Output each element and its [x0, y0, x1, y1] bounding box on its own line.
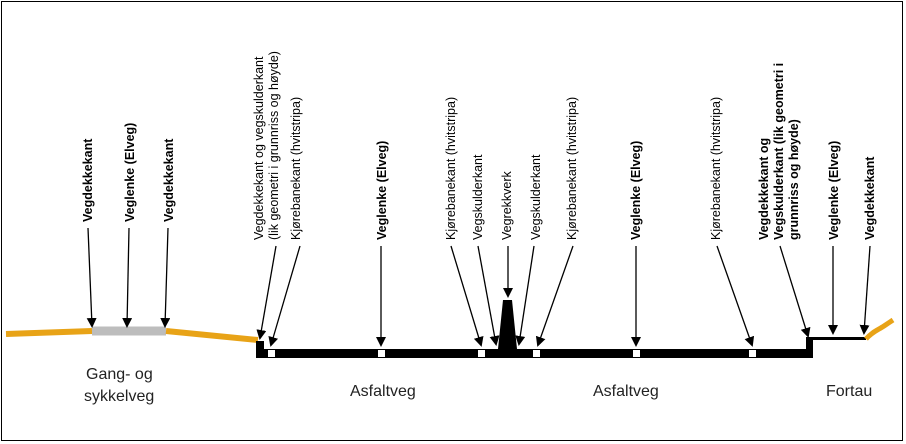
road-markers — [268, 350, 756, 357]
marker-kjorebanekant-mid-left — [478, 350, 485, 357]
label-veglenke-right-road: Veglenke (Elveg) — [629, 141, 643, 240]
label-vegrekkverk: Vegrekkverk — [500, 170, 514, 240]
label-vegdekkekant-og-1: Vegdekkekant og — [757, 138, 771, 240]
road-body — [256, 337, 866, 358]
arrow-vegskulderkant-right — [515, 245, 535, 346]
arrow-vegskulderkant-left — [477, 245, 500, 346]
label-kjorebanekant-mid-right: Kjørebanekant (hvitstripa) — [565, 97, 579, 240]
label-fortau: Fortau — [826, 383, 872, 400]
arrow-vegdekkekant-vegskulder — [256, 245, 277, 340]
section-labels: Gang- og sykkelveg Asfaltveg Asfaltveg F… — [84, 366, 872, 405]
arrow-kjorebanekant-left — [268, 245, 301, 347]
label-asfaltveg-right: Asfaltveg — [593, 383, 659, 400]
marker-veglenke-left — [378, 350, 385, 357]
label-kjorebanekant-left: Kjørebanekant (hvitstripa) — [289, 97, 303, 240]
marker-veglenke-right — [633, 350, 640, 357]
rotated-labels: Vegdekkekant Veglenke (Elveg) Vegdekkeka… — [81, 51, 877, 240]
marker-kjorebanekant-right — [749, 350, 756, 357]
label-kjorebanekant-right: Kjørebanekant (hvitstripa) — [709, 97, 723, 240]
label-veglenke-left-road: Veglenke (Elveg) — [375, 141, 389, 240]
label-veglenke-fortau: Veglenke (Elveg) — [827, 141, 841, 240]
label-gang-line2: sykkelveg — [84, 388, 154, 405]
label-kjorebanekant-mid-left: Kjørebanekant (hvitstripa) — [444, 97, 458, 240]
label-vegdekkekant-vegskulder-1: Vegdekkekant og vegskulderkant — [252, 56, 266, 240]
gang-path-right-orange — [165, 328, 259, 343]
label-vegdekkekant-vegskulder-2: (lik geometri i grunnriss og høyde) — [267, 51, 281, 240]
label-vegdekkekant-og-2: Vegskulderkant (lik geometri i — [772, 63, 786, 240]
annotation-arrows — [86, 227, 871, 347]
marker-kjorebanekant-left — [268, 350, 275, 357]
vegrekkverk-barrier — [498, 300, 517, 349]
arrow-kjorebanekant-mid-right — [535, 245, 574, 347]
arrow-kjorebanekant-right — [716, 245, 755, 347]
asfaltveg-surface — [256, 300, 895, 358]
arrow-vegdekkekant-og — [779, 245, 811, 338]
label-vegskulderkant-left: Vegskulderkant — [471, 154, 485, 240]
arrow-vegdekkekant-gang-right — [160, 227, 171, 328]
gang-path-left-orange — [5, 328, 93, 337]
label-vegdekkekant-fortau: Vegdekkekant — [863, 156, 877, 240]
gang-sykkelveg-surface — [5, 326, 259, 343]
label-veglenke-gang: Veglenke (Elveg) — [123, 123, 137, 222]
arrow-kjorebanekant-mid-left — [450, 245, 484, 347]
marker-kjorebanekant-mid-right — [533, 350, 540, 357]
label-gang-line1: Gang- og — [86, 366, 153, 383]
label-vegdekkekant-og-3: grunnriss og høyde) — [787, 119, 801, 240]
label-asfaltveg-left: Asfaltveg — [350, 383, 416, 400]
label-vegskulderkant-right: Vegskulderkant — [529, 154, 543, 240]
arrow-veglenke-gang — [122, 227, 133, 328]
arrow-vegdekkekant-fortau — [859, 245, 871, 335]
fortau-slope-orange — [864, 317, 895, 341]
label-vegdekkekant-gang-right: Vegdekkekant — [162, 138, 176, 222]
arrow-vegdekkekant-left — [86, 227, 97, 328]
label-vegdekkekant-left: Vegdekkekant — [81, 138, 95, 222]
